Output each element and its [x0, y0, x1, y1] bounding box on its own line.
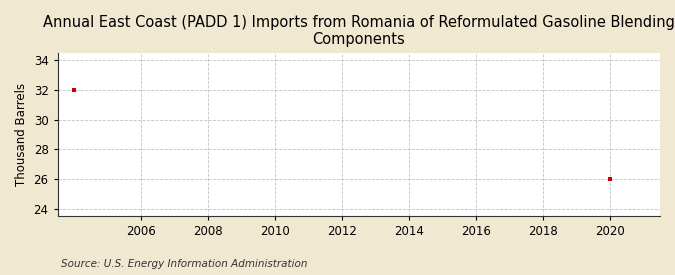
Y-axis label: Thousand Barrels: Thousand Barrels	[15, 83, 28, 186]
Title: Annual East Coast (PADD 1) Imports from Romania of Reformulated Gasoline Blendin: Annual East Coast (PADD 1) Imports from …	[43, 15, 675, 47]
Text: Source: U.S. Energy Information Administration: Source: U.S. Energy Information Administ…	[61, 259, 307, 269]
